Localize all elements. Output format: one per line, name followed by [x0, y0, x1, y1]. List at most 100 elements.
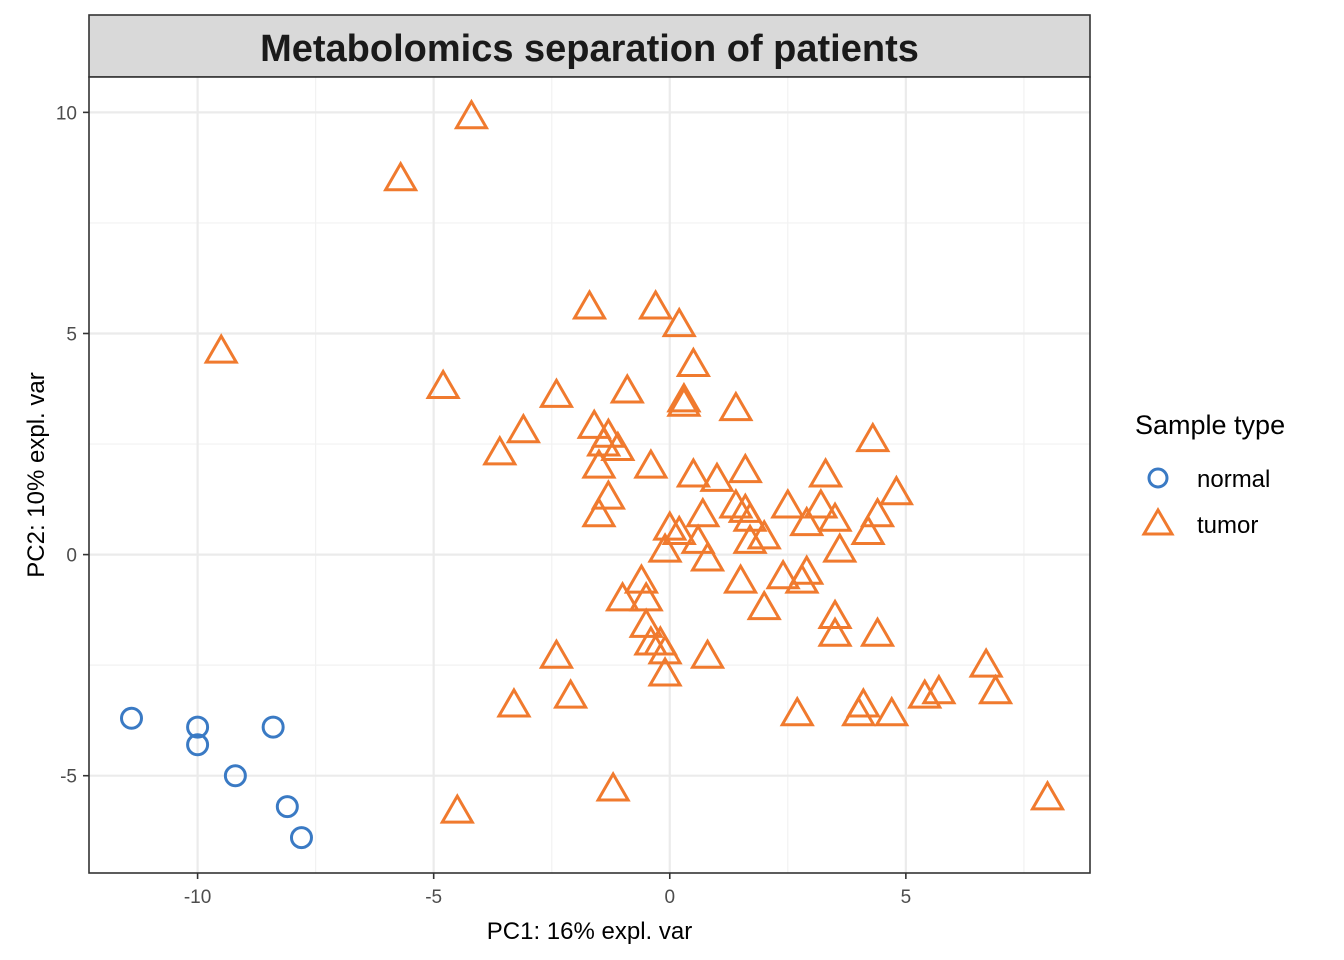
data-points: [119, 98, 1066, 850]
legend: Sample type normal tumor: [1135, 410, 1285, 539]
point-tumor: [722, 563, 759, 594]
point-tumor: [817, 616, 853, 647]
title-strip: [88, 14, 1091, 78]
point-tumor: [666, 381, 702, 413]
x-axis-ticks: -10 -5 0 5: [184, 873, 911, 908]
x-tick-label: -10: [184, 887, 211, 908]
point-tumor: [878, 474, 915, 506]
point-tumor: [822, 532, 858, 563]
legend-key-tumor-triangle-icon: [1141, 507, 1175, 536]
point-tumor: [680, 523, 716, 554]
point-tumor: [699, 461, 735, 492]
x-tick-label: 5: [901, 887, 912, 908]
legend-label-normal: normal: [1197, 466, 1270, 493]
point-tumor: [538, 638, 575, 669]
point-tumor: [203, 333, 239, 364]
legend-title: Sample type: [1135, 410, 1285, 440]
point-tumor: [779, 695, 815, 727]
point-tumor: [675, 456, 711, 488]
point-tumor: [505, 412, 541, 444]
point-tumor: [732, 501, 768, 532]
point-normal: [275, 795, 299, 819]
point-tumor: [661, 514, 697, 545]
point-tumor: [718, 487, 754, 519]
point-tumor: [817, 501, 853, 532]
point-tumor: [661, 306, 697, 338]
point-tumor: [600, 430, 636, 461]
point-tumor: [817, 598, 853, 630]
point-tumor: [609, 372, 645, 404]
point-tumor: [770, 487, 806, 519]
point-tumor: [425, 368, 461, 400]
panel-border: [88, 76, 1091, 874]
legend-label-tumor: tumor: [1197, 512, 1258, 539]
point-tumor: [638, 288, 674, 320]
x-tick-label: -5: [425, 887, 442, 908]
point-tumor: [921, 673, 957, 705]
y-axis-ticks: -5 0 5 10: [56, 103, 89, 788]
point-tumor: [732, 523, 768, 554]
point-tumor: [746, 589, 782, 621]
point-tumor: [803, 487, 839, 519]
point-tumor: [977, 673, 1014, 705]
point-tumor: [789, 505, 825, 537]
point-tumor: [496, 686, 532, 718]
point-tumor: [807, 456, 844, 488]
point-tumor: [855, 421, 891, 453]
point-tumor: [666, 386, 702, 417]
minor-gridlines: [89, 77, 1090, 873]
point-tumor: [633, 448, 669, 479]
point-tumor: [453, 98, 490, 130]
point-tumor: [576, 408, 612, 439]
point-tumor: [718, 390, 754, 422]
point-tumor: [538, 377, 575, 408]
point-normal: [223, 764, 247, 788]
point-tumor: [907, 678, 943, 709]
major-gridlines: [89, 77, 1090, 873]
point-tumor: [482, 434, 518, 466]
plot-panel: [89, 77, 1090, 873]
y-tick-label: 5: [66, 324, 77, 345]
point-tumor: [784, 563, 820, 594]
point-tumor: [850, 514, 886, 545]
point-normal: [119, 706, 143, 730]
point-tumor: [1029, 779, 1066, 811]
point-tumor: [689, 541, 726, 572]
point-tumor: [553, 678, 589, 709]
y-tick-label: 0: [66, 546, 77, 567]
point-tumor: [595, 770, 631, 802]
point-tumor: [968, 647, 1004, 678]
point-tumor: [685, 496, 721, 528]
point-tumor: [439, 793, 475, 824]
x-axis-title: PC1: 16% expl. var: [487, 918, 692, 945]
point-tumor: [859, 616, 896, 647]
point-normal: [186, 733, 210, 757]
point-tumor: [581, 496, 617, 528]
point-tumor: [647, 655, 683, 687]
point-tumor: [765, 558, 801, 590]
point-tumor: [590, 479, 626, 510]
point-tumor: [647, 633, 683, 665]
y-tick-label: -5: [60, 767, 77, 788]
point-tumor: [604, 580, 641, 612]
x-tick-label: 0: [664, 887, 675, 908]
point-tumor: [647, 532, 683, 563]
point-tumor: [689, 638, 726, 669]
point-tumor: [841, 695, 877, 727]
point-normal: [186, 715, 210, 739]
y-tick-label: 10: [56, 103, 77, 124]
point-tumor: [675, 346, 711, 377]
point-tumor: [727, 452, 763, 484]
point-tumor: [383, 160, 419, 192]
point-tumor: [859, 496, 896, 528]
chart-title: Metabolomics separation of patients: [260, 28, 919, 70]
y-axis-title: PC2: 10% expl. var: [23, 372, 50, 577]
point-normal: [289, 826, 313, 850]
point-tumor: [581, 448, 617, 479]
legend-key-normal-circle-icon: [1147, 467, 1169, 489]
point-tumor: [652, 510, 688, 541]
point-tumor: [571, 288, 608, 320]
point-tumor: [874, 695, 910, 727]
point-normal: [261, 715, 285, 739]
